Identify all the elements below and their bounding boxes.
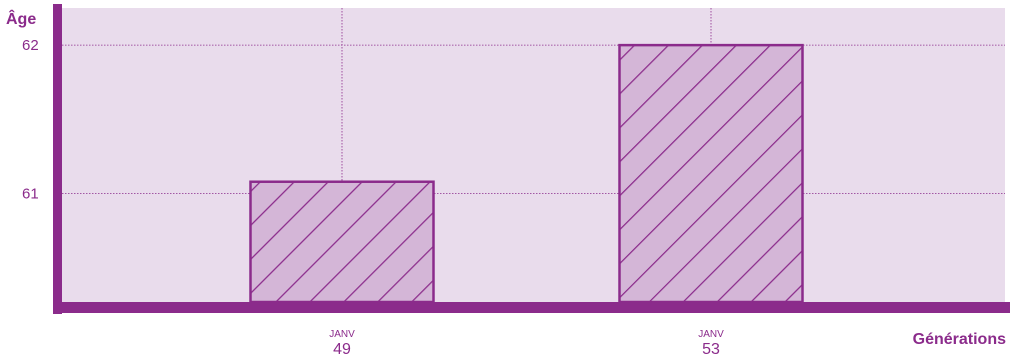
x-tick-month-53: JANV bbox=[698, 329, 724, 340]
y-axis bbox=[53, 4, 62, 314]
x-tick-year-49: 49 bbox=[333, 341, 351, 358]
x-axis bbox=[53, 302, 1010, 313]
x-axis-label: Générations bbox=[913, 331, 1006, 348]
x-tick-month-49: JANV bbox=[329, 329, 355, 340]
y-tick-label-61: 61 bbox=[22, 186, 39, 203]
y-tick-labels: 61 62 bbox=[22, 37, 39, 202]
x-tick-year-53: 53 bbox=[702, 341, 720, 358]
y-tick-label-62: 62 bbox=[22, 37, 39, 54]
y-axis-label: Âge bbox=[6, 9, 36, 28]
bar-49 bbox=[249, 180, 435, 304]
plot-area bbox=[62, 8, 1005, 302]
bar-53 bbox=[618, 43, 804, 304]
